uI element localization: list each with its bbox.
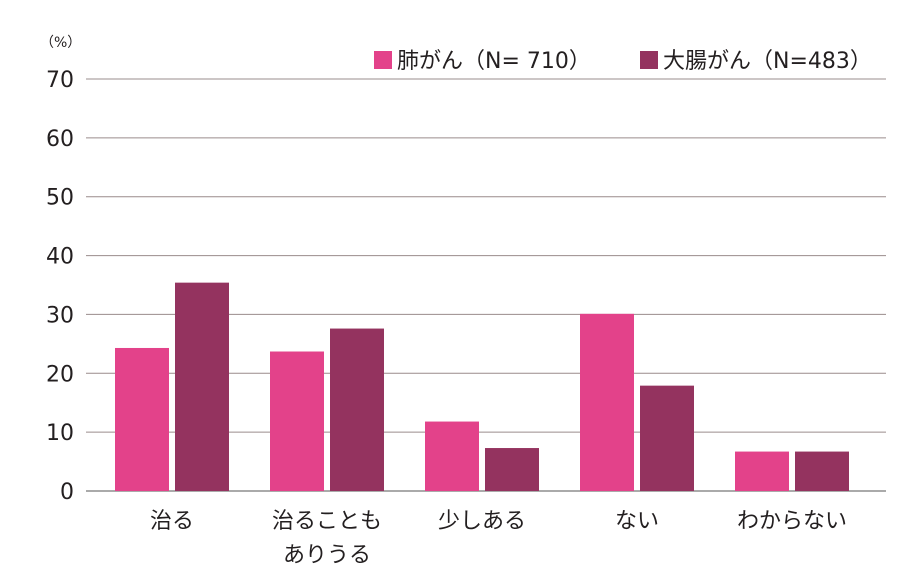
legend-label: 大腸がん（N=483） — [663, 49, 872, 74]
y-tick-label: 0 — [60, 480, 74, 505]
category-label: ない — [615, 509, 659, 534]
y-unit-label: （%） — [40, 35, 81, 51]
y-tick-label: 20 — [46, 362, 74, 387]
category-label: ありうる — [283, 543, 371, 568]
legend-swatch — [640, 51, 658, 69]
legend: 肺がん（N= 710） 大腸がん（N=483） — [374, 49, 872, 74]
bar-lung-1 — [270, 351, 324, 491]
bars — [115, 282, 849, 491]
bar-colorectal-0 — [175, 282, 229, 491]
category-label: 治る — [150, 509, 194, 534]
y-tick-label: 30 — [46, 303, 74, 328]
legend-label: 肺がん（N= 710） — [397, 49, 591, 74]
y-tick-label: 10 — [46, 421, 74, 446]
bar-colorectal-1 — [330, 328, 384, 491]
bar-lung-2 — [425, 421, 479, 491]
y-axis-ticks: 0 10 20 30 40 50 60 70 — [46, 68, 74, 505]
category-label: 少しある — [438, 509, 526, 534]
y-tick-label: 50 — [46, 186, 74, 211]
legend-swatch — [374, 51, 392, 69]
bar-lung-0 — [115, 347, 169, 491]
bar-colorectal-4 — [795, 451, 849, 491]
bar-colorectal-2 — [485, 448, 539, 491]
category-label: 治ることも — [272, 509, 382, 534]
category-label: わからない — [737, 509, 847, 534]
y-tick-label: 70 — [46, 68, 74, 93]
bar-lung-4 — [735, 451, 789, 491]
bar-lung-3 — [580, 313, 634, 491]
bar-colorectal-3 — [640, 385, 694, 491]
y-tick-label: 60 — [46, 127, 74, 152]
y-tick-label: 40 — [46, 245, 74, 270]
